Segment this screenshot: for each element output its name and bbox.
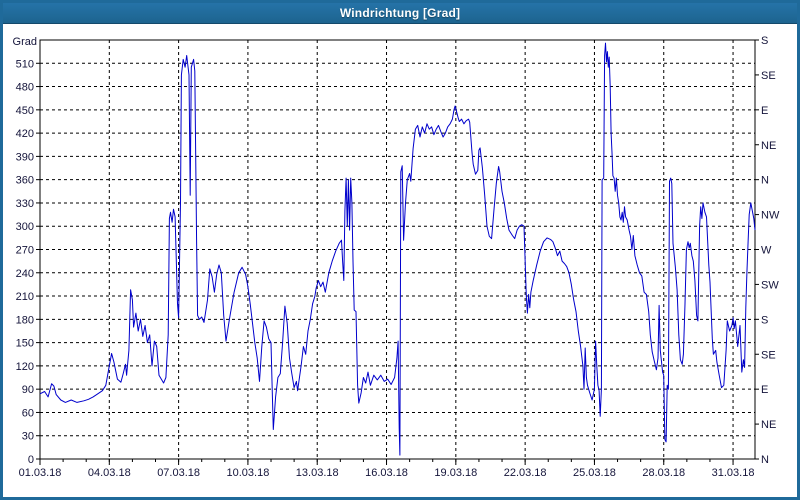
x-tick-label: 07.03.18 <box>157 467 200 479</box>
compass-label: SE <box>761 349 776 361</box>
x-tick-label: 22.03.18 <box>504 467 547 479</box>
compass-label: SW <box>761 279 779 291</box>
y-tick-label: 390 <box>16 151 34 163</box>
compass-label: NE <box>761 419 776 431</box>
y-tick-label: 150 <box>16 338 34 350</box>
x-tick-label: 19.03.18 <box>434 467 477 479</box>
y-tick-label: 240 <box>16 268 34 280</box>
y-axis-title: Grad <box>13 36 37 48</box>
y-tick-label: 30 <box>22 431 34 443</box>
y-tick-label: 120 <box>16 361 34 373</box>
x-tick-label: 13.03.18 <box>296 467 339 479</box>
compass-label: S <box>761 314 768 326</box>
y-tick-label: 0 <box>28 454 34 466</box>
y-tick-label: 270 <box>16 245 34 257</box>
y-tick-label: 60 <box>22 407 34 419</box>
compass-label: N <box>761 175 769 187</box>
compass-label: E <box>761 105 768 117</box>
compass-label: NE <box>761 140 776 152</box>
x-tick-label: 31.03.18 <box>712 467 755 479</box>
y-tick-label: 330 <box>16 198 34 210</box>
y-tick-label: 360 <box>16 175 34 187</box>
y-tick-label: 210 <box>16 291 34 303</box>
y-tick-label: 510 <box>16 58 34 70</box>
x-tick-label: 16.03.18 <box>365 467 408 479</box>
chart-area: 0 30 60 90 120 150 180 210 240 270 300 330 360 390 420… <box>3 24 797 497</box>
y-tick-label: 180 <box>16 314 34 326</box>
x-tick-label: 25.03.18 <box>573 467 616 479</box>
compass-label: NW <box>761 210 780 222</box>
y-tick-label: 480 <box>16 82 34 94</box>
y-tick-label: 90 <box>22 384 34 396</box>
wind-direction-series <box>39 42 756 456</box>
window-titlebar[interactable]: Windrichtung [Grad] <box>3 3 797 24</box>
compass-label: S <box>761 35 768 47</box>
compass-label: W <box>761 245 772 257</box>
compass-label: N <box>761 454 769 466</box>
x-tick-label: 28.03.18 <box>642 467 685 479</box>
y-tick-label: 300 <box>16 221 34 233</box>
window-title: Windrichtung [Grad] <box>339 6 461 20</box>
wind-direction-chart: 0 30 60 90 120 150 180 210 240 270 300 330 360 390 420… <box>13 35 780 479</box>
x-tick-label: 01.03.18 <box>19 467 62 479</box>
y-tick-label: 420 <box>16 128 34 140</box>
y-tick-label: 450 <box>16 105 34 117</box>
x-tick-label: 04.03.18 <box>88 467 131 479</box>
x-tick-label: 10.03.18 <box>227 467 270 479</box>
compass-label: SE <box>761 70 776 82</box>
compass-label: E <box>761 384 768 396</box>
